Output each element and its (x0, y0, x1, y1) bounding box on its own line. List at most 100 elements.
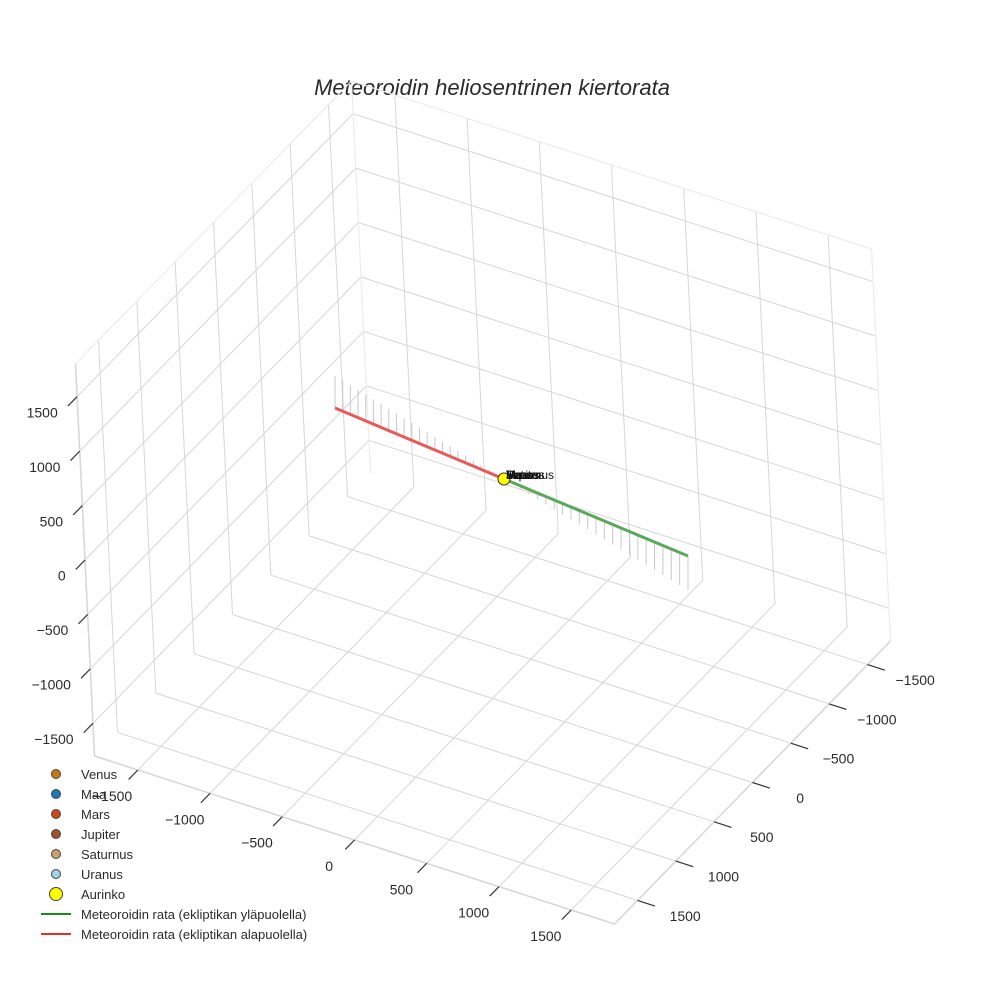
legend-item[interactable]: Meteoroidin rata (ekliptikan yläpuolella… (40, 904, 307, 924)
z-tick-label: 500 (40, 513, 64, 529)
legend-dot-icon (40, 784, 72, 804)
x-tick-mark (417, 862, 428, 874)
y-tick-mark (675, 860, 694, 868)
planet-label: Uranus (506, 468, 545, 482)
z-tick-mark (67, 396, 78, 407)
legend-dot-icon (40, 864, 72, 884)
z-tick-mark (75, 559, 86, 570)
box-edge (351, 80, 872, 250)
z-tick-mark (70, 450, 81, 461)
z-tick-label: 1500 (27, 404, 58, 420)
y-tick-mark (828, 703, 847, 711)
legend-item[interactable]: Saturnus (40, 844, 307, 864)
x-tick-label: 1000 (458, 905, 489, 921)
legend-dot-icon (40, 804, 72, 824)
leftwall-gridline-h (79, 167, 357, 452)
legend-label: Uranus (81, 866, 123, 882)
legend-dot-icon (40, 844, 72, 864)
z-tick-label: −500 (37, 622, 69, 638)
legend: Venus Maa Mars Jupiter Saturnus Uranus Aurinko… (40, 764, 307, 944)
legend-line-icon (40, 924, 72, 944)
x-tick-label: −500 (241, 835, 273, 851)
rightwall-gridline-h (358, 222, 879, 392)
legend-label: Aurinko (81, 886, 126, 902)
x-tick-label: −1000 (165, 811, 205, 827)
z-tick-mark (72, 505, 83, 516)
legend-item[interactable]: Uranus (40, 864, 307, 884)
leftwall-gridline-h (82, 222, 359, 506)
x-tick-mark (200, 792, 211, 804)
y-tick-label: 0 (796, 790, 804, 806)
track-below-ecliptic[interactable] (334, 406, 505, 481)
floor-gridline-y (117, 731, 638, 901)
y-tick-label: 1500 (670, 908, 701, 924)
legend-label: Meteoroidin rata (ekliptikan alapuolella… (81, 926, 308, 942)
legend-line-icon (40, 904, 72, 924)
z-tick-label: 1000 (29, 459, 60, 475)
planet-label: Mars (506, 468, 533, 482)
y-tick-label: 1000 (708, 869, 739, 885)
floor-gridline-y (232, 614, 753, 783)
planet-label: Venus (506, 468, 539, 482)
legend-label: Meteoroidin rata (ekliptikan yläpuolella… (81, 906, 307, 922)
x-tick-mark (561, 909, 572, 920)
legend-item[interactable]: Aurinko (40, 884, 307, 904)
y-tick-mark (637, 899, 656, 907)
y-tick-mark (867, 664, 886, 671)
y-tick-mark (790, 742, 809, 750)
legend-label: Maa (81, 786, 107, 802)
leftwall-gridline-v (136, 301, 157, 694)
x-tick-label: 1500 (530, 928, 561, 944)
leftwall-gridline-h (76, 113, 354, 398)
legend-label: Saturnus (81, 846, 134, 862)
rightwall-gridline-v (827, 234, 848, 628)
legend-item[interactable]: Venus (40, 764, 307, 784)
rightwall-gridline-v (755, 211, 776, 604)
y-tick-label: −500 (823, 751, 855, 767)
x-tick-mark (344, 839, 355, 850)
x-tick-label: −1500 (93, 788, 133, 804)
x-tick-mark (489, 886, 500, 897)
legend-label: Venus (81, 766, 118, 782)
chart-title: Meteoroidin heliosentrinen kiertorata (314, 75, 670, 100)
z-tick-label: −1500 (34, 731, 74, 747)
box-edge (75, 80, 352, 365)
floor-gridline-x (426, 579, 704, 864)
y-tick-label: 500 (750, 829, 774, 845)
legend-item[interactable]: Maa (40, 784, 307, 804)
floor-gridline-x (570, 626, 848, 911)
track-above-ecliptic[interactable] (503, 477, 689, 558)
planet-label: Saturnus (506, 468, 554, 482)
floor-gridline-y (194, 653, 715, 823)
legend-label: Jupiter (81, 826, 121, 842)
legend-item[interactable]: Mars (40, 804, 307, 824)
legend-dot-icon (40, 884, 72, 904)
x-tick-label: 0 (325, 858, 333, 874)
z-tick-label: 0 (58, 568, 66, 584)
x-tick-label: 500 (390, 881, 414, 897)
x-tick-mark (128, 769, 139, 780)
leftwall-gridline-v (174, 261, 195, 654)
z-tick-mark (83, 722, 94, 734)
box-edge (870, 248, 892, 642)
legend-item[interactable]: Jupiter (40, 824, 307, 844)
y-tick-mark (752, 781, 771, 789)
legend-dot-icon (40, 764, 72, 784)
leftwall-gridline-h (84, 276, 362, 561)
rightwall-gridline-v (683, 188, 704, 581)
legend-item[interactable]: Meteoroidin rata (ekliptikan alapuolella… (40, 924, 307, 944)
planet-label: Maa (506, 468, 530, 482)
rightwall-gridline-h (352, 113, 874, 283)
rightwall-gridline-h (360, 276, 882, 446)
floor-gridline-x (498, 603, 776, 888)
sun-marker[interactable] (497, 472, 511, 486)
z-tick-mark (80, 668, 91, 679)
z-tick-label: −1000 (32, 677, 72, 693)
legend-label: Mars (81, 806, 110, 822)
floor-gridline-y (155, 692, 676, 862)
box-edge (350, 80, 372, 474)
axis-ticks: −1500 −1000 −500 0 500 1000 1500 −1500 −1000 −500… (27, 396, 935, 944)
planet-label: Jupiter (506, 468, 542, 482)
